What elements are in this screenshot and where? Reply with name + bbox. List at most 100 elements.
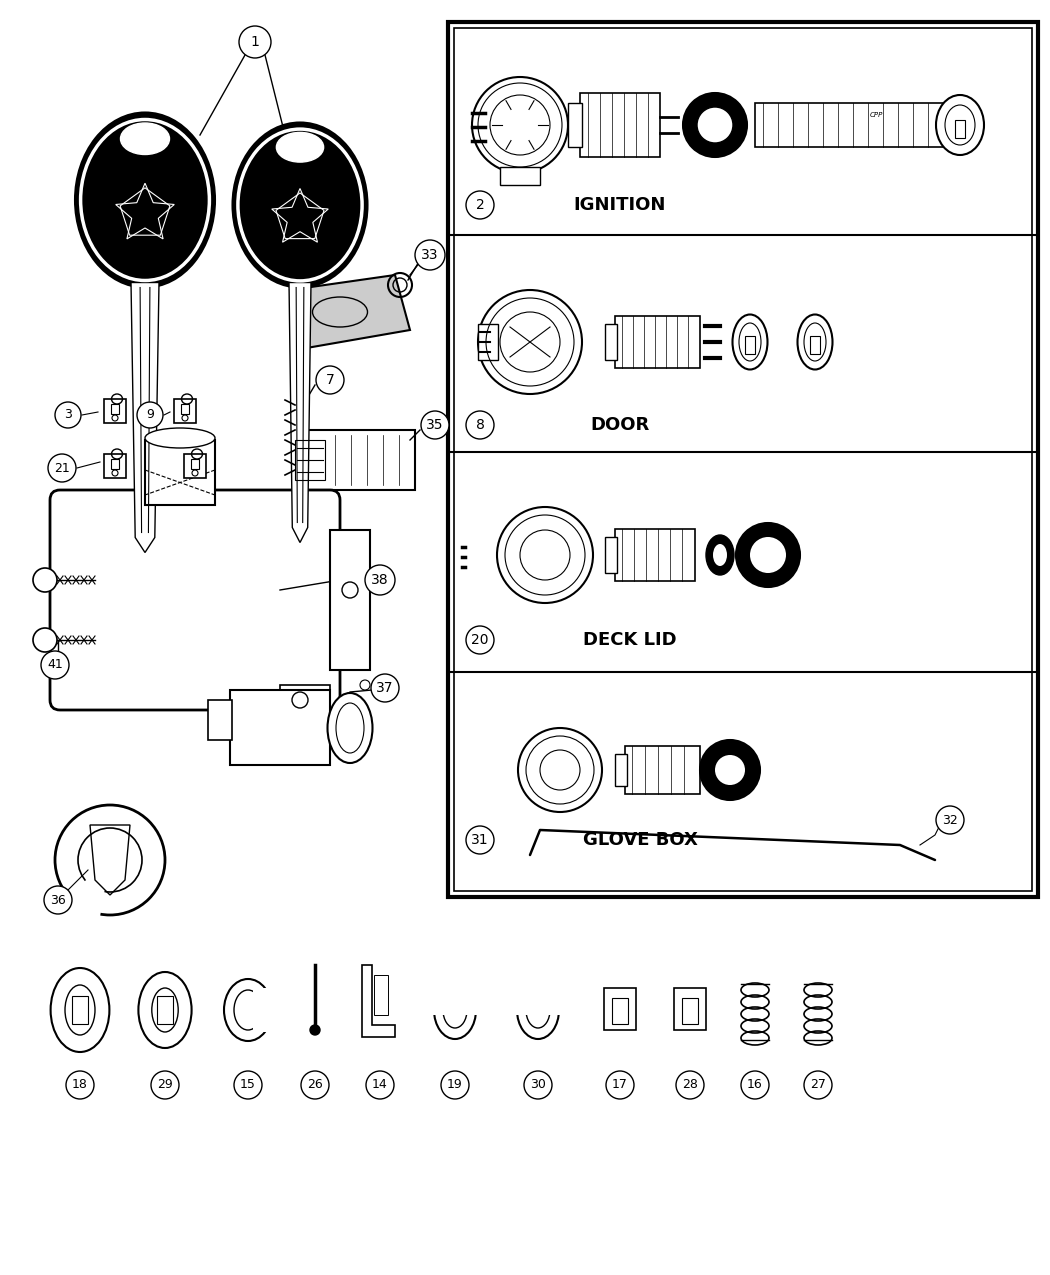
Bar: [184, 454, 206, 478]
Circle shape: [736, 523, 800, 586]
Circle shape: [366, 1071, 394, 1099]
Bar: [295, 430, 415, 490]
Wedge shape: [64, 861, 110, 919]
Bar: [625, 746, 700, 794]
Text: 26: 26: [307, 1079, 323, 1091]
Bar: [674, 988, 706, 1030]
Circle shape: [151, 1071, 178, 1099]
Circle shape: [804, 1071, 832, 1099]
Circle shape: [741, 1071, 769, 1099]
Ellipse shape: [232, 122, 368, 287]
Circle shape: [310, 1025, 320, 1035]
Circle shape: [466, 826, 493, 854]
Bar: [111, 404, 119, 414]
Text: 35: 35: [426, 418, 444, 432]
Circle shape: [700, 740, 760, 799]
Ellipse shape: [121, 122, 169, 154]
Polygon shape: [362, 965, 395, 1037]
Text: 31: 31: [471, 833, 489, 847]
Bar: [280, 685, 330, 715]
Ellipse shape: [75, 112, 215, 287]
Text: 36: 36: [50, 894, 66, 907]
Text: 16: 16: [748, 1079, 763, 1091]
Circle shape: [750, 537, 786, 572]
Bar: [615, 529, 695, 581]
Text: 15: 15: [240, 1079, 256, 1091]
Polygon shape: [131, 283, 159, 552]
Bar: [230, 690, 330, 765]
Text: 30: 30: [530, 1079, 546, 1091]
Ellipse shape: [713, 544, 727, 566]
Circle shape: [66, 1071, 94, 1099]
Circle shape: [524, 1071, 552, 1099]
Text: 7: 7: [326, 374, 334, 388]
Ellipse shape: [936, 96, 984, 156]
Bar: [174, 399, 196, 423]
Circle shape: [234, 1071, 262, 1099]
Ellipse shape: [276, 133, 323, 162]
Text: 14: 14: [372, 1079, 387, 1091]
Bar: [500, 167, 540, 185]
Text: 8: 8: [476, 418, 484, 432]
Bar: [615, 754, 627, 785]
Circle shape: [33, 629, 57, 652]
Circle shape: [33, 567, 57, 592]
Circle shape: [441, 1071, 469, 1099]
Bar: [478, 324, 498, 360]
Circle shape: [936, 806, 964, 834]
Circle shape: [44, 886, 72, 914]
Circle shape: [55, 402, 81, 428]
Text: 33: 33: [421, 249, 439, 261]
Bar: [448, 22, 1038, 898]
Circle shape: [301, 1071, 329, 1099]
Text: DECK LID: DECK LID: [583, 631, 677, 649]
Ellipse shape: [798, 315, 833, 370]
Circle shape: [365, 565, 395, 595]
Bar: [810, 337, 820, 354]
Bar: [104, 454, 126, 478]
Circle shape: [466, 626, 493, 654]
Text: 9: 9: [146, 408, 154, 422]
Bar: [605, 537, 617, 572]
Ellipse shape: [139, 972, 191, 1048]
Ellipse shape: [733, 315, 768, 370]
Circle shape: [715, 755, 746, 785]
Bar: [330, 530, 370, 669]
Circle shape: [421, 411, 449, 439]
Bar: [513, 975, 563, 1015]
Text: 41: 41: [47, 658, 63, 672]
Bar: [191, 459, 200, 469]
Text: 37: 37: [376, 681, 394, 695]
Bar: [755, 103, 945, 147]
Polygon shape: [289, 283, 311, 542]
Text: 29: 29: [158, 1079, 173, 1091]
Circle shape: [239, 26, 271, 57]
Circle shape: [48, 454, 76, 482]
Ellipse shape: [434, 980, 476, 1039]
Text: 18: 18: [72, 1079, 88, 1091]
Text: 21: 21: [55, 462, 70, 474]
Bar: [253, 988, 284, 1031]
Bar: [181, 404, 189, 414]
Text: 27: 27: [810, 1079, 826, 1091]
Text: DOOR: DOOR: [590, 416, 650, 434]
Text: 20: 20: [471, 632, 488, 646]
Bar: [454, 28, 1032, 891]
Ellipse shape: [145, 428, 215, 448]
Text: 28: 28: [682, 1079, 698, 1091]
Text: 17: 17: [612, 1079, 628, 1091]
Circle shape: [697, 107, 733, 143]
Text: 1: 1: [251, 34, 259, 48]
Bar: [111, 459, 119, 469]
Ellipse shape: [517, 980, 559, 1039]
Bar: [956, 120, 965, 138]
Text: 38: 38: [372, 572, 388, 586]
Bar: [374, 975, 388, 1015]
Bar: [605, 324, 617, 360]
Circle shape: [518, 728, 602, 812]
Text: 2: 2: [476, 198, 484, 212]
Ellipse shape: [50, 968, 109, 1052]
Text: IGNITION: IGNITION: [573, 196, 666, 214]
Ellipse shape: [706, 536, 734, 575]
Bar: [682, 998, 698, 1024]
